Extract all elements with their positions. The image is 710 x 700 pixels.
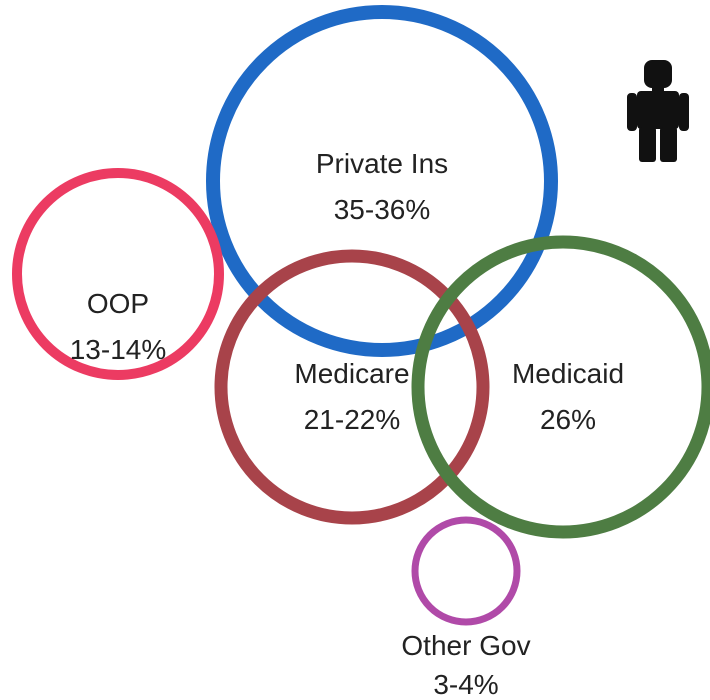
other-gov-share: 3-4% (433, 669, 498, 700)
other-gov-label: Other Gov (401, 630, 530, 661)
medicaid-share: 26% (540, 404, 596, 435)
other-gov-group (411, 516, 521, 626)
medicare-circle (214, 249, 490, 525)
medicare-label: Medicare (294, 358, 409, 389)
medicare-share: 21-22% (304, 404, 401, 435)
private-ins-label: Private Ins (316, 148, 448, 179)
other-gov-circle (411, 516, 521, 626)
oop-circle (12, 168, 224, 380)
private-ins-share: 35-36% (334, 194, 431, 225)
person-icon (627, 60, 689, 162)
private-ins-circle (206, 5, 558, 357)
oop-share: 13-14% (70, 334, 167, 365)
medicaid-circle (411, 235, 710, 539)
oop-label: OOP (87, 288, 149, 319)
oop-group (12, 168, 224, 380)
private-ins-group (206, 5, 558, 357)
medicaid-label: Medicaid (512, 358, 624, 389)
medicaid-group (411, 235, 710, 539)
medicare-group (214, 249, 490, 525)
